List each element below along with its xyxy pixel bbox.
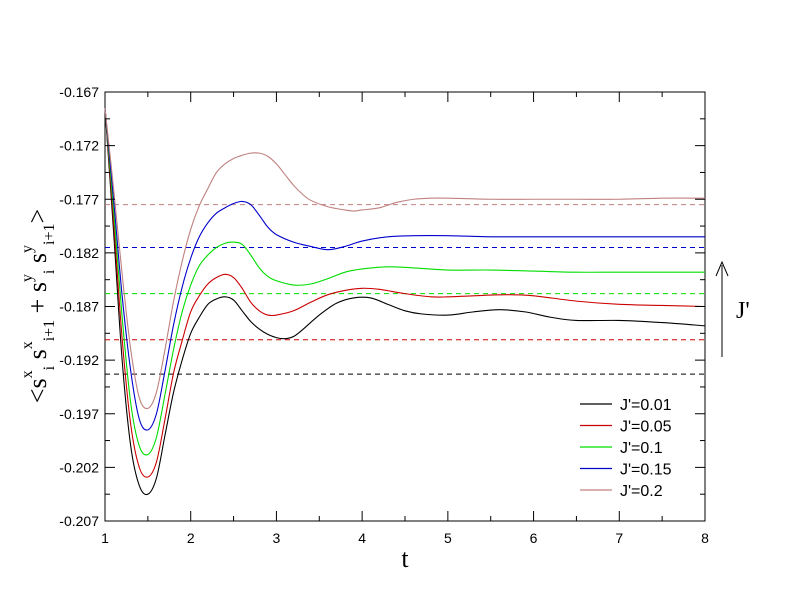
y-label-sup: x [19, 341, 36, 349]
legend-label-4: J'=0.2 [620, 483, 663, 500]
y-axis-label: <sxi sxi+1 + syi syi+1> [19, 209, 58, 403]
y-tick-label: -0.202 [59, 459, 99, 475]
reference-lines [105, 204, 705, 375]
legend-label-3: J'=0.15 [620, 462, 672, 479]
y-tick-label: -0.192 [59, 352, 99, 368]
legend-label-1: J'=0.05 [620, 419, 672, 436]
y-axis-ticks: -0.207 -0.202 -0.197 -0.192 -0.187 -0.182 -0.1… [59, 84, 705, 529]
annotation-label: J' [736, 298, 750, 324]
y-tick-label: -0.172 [59, 138, 99, 154]
x-tick-label: 7 [615, 530, 623, 546]
x-tick-label: 2 [187, 530, 195, 546]
series-line-3 [104, 108, 705, 431]
j-prime-annotation: J' [715, 260, 750, 357]
y-tick-label: -0.167 [59, 84, 99, 100]
legend-label-2: J'=0.1 [620, 440, 663, 457]
y-axis-label-text: <sxi sxi+1 + syi syi+1> [19, 209, 58, 403]
y-label-part: s [23, 253, 52, 270]
x-tick-label: 3 [273, 530, 281, 546]
y-label-sub: i+1 [41, 320, 58, 341]
y-tick-label: -0.177 [59, 191, 99, 207]
y-label-part: + s [23, 282, 52, 320]
x-axis-label: t [401, 544, 409, 573]
y-tick-label: -0.187 [59, 299, 99, 315]
x-axis-ticks: 1 2 3 4 5 6 7 8 [101, 92, 709, 546]
series-line-1 [104, 108, 706, 478]
y-label-sub: i+1 [41, 224, 58, 245]
series-lines [104, 108, 706, 496]
y-tick-label: -0.207 [59, 513, 99, 529]
x-tick-label: 8 [701, 530, 709, 546]
arrow-head-icon [715, 260, 729, 277]
x-tick-label: 1 [101, 530, 109, 546]
series-line-0 [104, 108, 706, 496]
x-tick-label: 5 [444, 530, 452, 546]
y-label-sup: x [19, 370, 36, 378]
x-tick-label: 6 [530, 530, 538, 546]
y-tick-label: -0.197 [59, 406, 99, 422]
x-tick-label: 4 [358, 530, 366, 546]
y-label-sub: i [41, 365, 58, 370]
y-label-part: s [23, 349, 52, 366]
y-label-sub: i [41, 269, 58, 274]
y-label-sup: y [19, 274, 36, 282]
y-label-sup: y [19, 245, 36, 253]
y-label-part: > [23, 209, 52, 224]
y-label-part: <s [23, 378, 52, 403]
plot-frame [104, 91, 706, 522]
series-line-4 [104, 108, 706, 410]
y-tick-label: -0.182 [59, 245, 99, 261]
series-line-2 [104, 108, 705, 456]
legend: J'=0.01 J'=0.05 J'=0.1 J'=0.15 J'=0.2 [580, 397, 672, 500]
legend-label-0: J'=0.01 [620, 397, 672, 414]
